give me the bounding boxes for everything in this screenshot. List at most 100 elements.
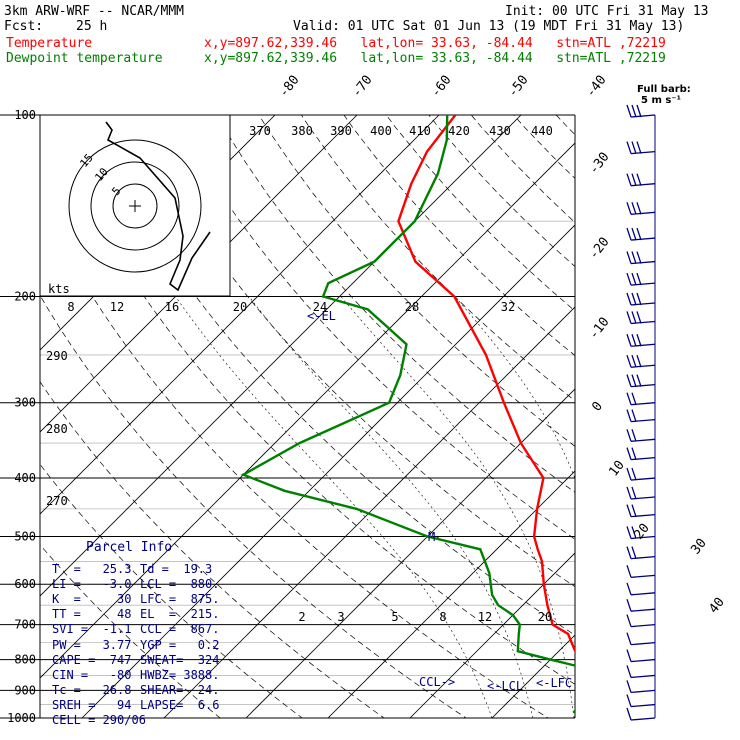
wind-barb-staff xyxy=(630,150,656,155)
moist-adiabat xyxy=(340,296,575,718)
wind-barb-staff xyxy=(630,383,656,388)
parcel-row-left: SREH = 94 xyxy=(52,697,132,712)
parcel-row-left: SVI = -1.1 xyxy=(52,622,132,637)
temperature-legend: Temperature xyxy=(6,36,93,51)
wind-barb-flag xyxy=(631,141,637,154)
wind-barb-staff xyxy=(630,555,656,560)
dry-adiabat xyxy=(428,115,575,268)
isotherm-label: -40 xyxy=(583,73,609,101)
mixing-ratio-label: 20 xyxy=(233,300,247,314)
pressure-tick-label: 800 xyxy=(14,653,36,667)
wind-barb xyxy=(626,374,656,388)
theta-label: 410 xyxy=(409,124,431,138)
dry-adiabat xyxy=(40,381,385,718)
parcel-row-left: CELL = 290/06 xyxy=(52,713,146,727)
mixing-ratio-label: 20 xyxy=(538,610,552,624)
wind-barb-flag xyxy=(626,374,632,387)
lcl-marker: <-LCL xyxy=(487,679,523,693)
wind-barb-flag xyxy=(631,546,637,559)
wind-barbs xyxy=(626,104,656,721)
m-marker: M xyxy=(428,530,435,544)
mixing-ratio-label: 16 xyxy=(165,300,179,314)
isotherm xyxy=(40,115,358,433)
isotherm-label: -60 xyxy=(428,73,454,101)
pressure-tick-label: 200 xyxy=(14,290,36,304)
moist-adiabat xyxy=(175,296,493,718)
mixing-ratio-label: 8 xyxy=(67,300,74,314)
wind-barb-flag xyxy=(626,565,632,578)
dry-adiabat-label: 280 xyxy=(46,422,68,436)
wind-barb-flag xyxy=(626,582,632,596)
wind-barb-flag xyxy=(626,598,632,612)
wind-barb xyxy=(626,311,656,325)
wind-barb-flag xyxy=(631,526,637,539)
curves-clipped xyxy=(240,115,575,714)
dry-adiabat xyxy=(695,87,740,730)
isotherm xyxy=(643,87,740,730)
isotherm xyxy=(163,306,575,718)
wind-barb-flag xyxy=(631,334,637,347)
wind-barb-flag xyxy=(631,447,637,460)
wind-barb-staff xyxy=(630,623,656,628)
wind-barb-flag xyxy=(626,355,632,368)
mixing-ratio-label: 28 xyxy=(405,300,419,314)
wind-barb xyxy=(626,292,656,306)
forecast-hours: 25 h xyxy=(76,19,108,34)
wind-barb-flag xyxy=(626,311,632,324)
wind-barb-staff xyxy=(630,703,656,708)
parcel-row-right: LAPSE= 6.6 xyxy=(140,697,220,712)
dry-adiabat xyxy=(301,115,575,402)
wind-barb-flag xyxy=(626,292,632,306)
wind-barb-flag xyxy=(626,392,632,405)
wind-barb-staff xyxy=(630,608,656,612)
el-marker: <-EL xyxy=(307,309,336,323)
parcel-row-left: CIN = -80 xyxy=(52,667,132,682)
wind-barb-flag xyxy=(631,467,637,481)
parcel-row-right: Td = 19.3 xyxy=(140,562,213,576)
sounding-curves xyxy=(240,115,575,714)
isotherm xyxy=(245,388,575,718)
wind-barb-flag xyxy=(626,632,632,645)
dry-adiabat xyxy=(613,87,740,730)
hodograph-unit-label: kts xyxy=(48,282,70,296)
wind-barb-flag xyxy=(636,173,642,186)
wind-barb-flag xyxy=(631,429,637,442)
wind-barb-flag xyxy=(626,694,632,707)
parcel-row-right: SWEAT= 324 xyxy=(140,652,220,667)
wind-barb-flag xyxy=(626,429,632,442)
wind-barb xyxy=(626,707,656,721)
wind-barb-staff xyxy=(630,689,656,694)
wind-barb-staff xyxy=(630,114,656,118)
isotherm xyxy=(81,224,575,718)
valid-time: Valid: 01 UTC Sat 01 Jun 13 (19 MDT Fri … xyxy=(293,19,685,34)
wind-barb-flag xyxy=(636,374,642,387)
hodograph-ring xyxy=(90,161,180,251)
wind-barb-flag xyxy=(631,173,637,186)
mixing-ratio-label: 24 xyxy=(313,300,327,314)
mixing-ratio-label: 8 xyxy=(439,610,446,624)
parcel-row-right: SHEAR= 24. xyxy=(140,682,220,697)
wind-barb-flag xyxy=(626,141,632,154)
isotherm xyxy=(327,470,575,718)
pressure-tick-label: 900 xyxy=(14,683,36,697)
wind-barb-flag xyxy=(626,272,632,286)
wind-barb-flag xyxy=(626,649,632,662)
mixing-ratio-label: 12 xyxy=(478,610,492,624)
wind-barb-staff xyxy=(630,237,656,241)
isotherm-label: -30 xyxy=(586,150,612,178)
dewpoint-location: x,y=897.62,339.46 lat,lon= 33.63, -84.44… xyxy=(204,51,666,66)
isotherm xyxy=(725,87,740,730)
wind-barb-flag xyxy=(626,202,632,215)
mixing-ratio-label: 12 xyxy=(110,300,124,314)
wind-barb-flag xyxy=(631,227,637,241)
wind-barb-flag xyxy=(636,141,642,154)
wind-barb xyxy=(626,694,656,708)
isotherm-label: 20 xyxy=(631,521,652,543)
wind-barb-flag xyxy=(626,680,632,693)
wind-barb-flag xyxy=(631,202,637,215)
dry-adiabat xyxy=(343,115,575,357)
wind-barb-flag xyxy=(636,272,642,286)
pressure-tick-label: 500 xyxy=(14,529,36,543)
wind-barb-staff xyxy=(630,717,656,721)
wind-barb xyxy=(626,355,656,368)
